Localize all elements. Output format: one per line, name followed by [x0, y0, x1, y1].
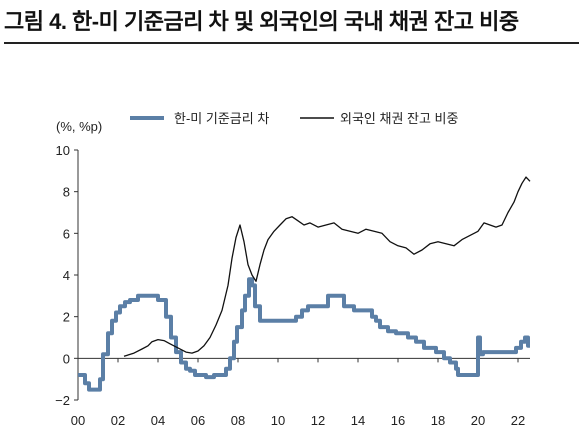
title-underline	[4, 42, 579, 44]
series-line-1	[78, 277, 530, 392]
y-tick-label: −2	[55, 393, 70, 408]
x-tick-label: 20	[471, 413, 485, 428]
chart-title: 그림 4. 한-미 기준금리 차 및 외국인의 국내 채권 잔고 비중	[4, 9, 519, 34]
x-tick-label: 04	[151, 413, 165, 428]
legend-label-1: 한-미 기준금리 차	[174, 111, 269, 126]
x-tick-label: 08	[231, 413, 245, 428]
x-tick-label: 10	[271, 413, 285, 428]
series-line-2	[123, 176, 531, 357]
y-tick-label: 10	[56, 143, 70, 158]
x-tick-label: 22	[511, 413, 525, 428]
y-tick-label: 8	[63, 185, 70, 200]
series-layer	[78, 176, 531, 392]
x-tick-label: 16	[391, 413, 405, 428]
y-tick-label: 6	[63, 226, 70, 241]
y-tick-label: 4	[63, 268, 70, 283]
y-tick-label: 2	[63, 310, 70, 325]
legend: 한-미 기준금리 차 외국인 채권 잔고 비중	[130, 111, 459, 126]
x-tick-label: 06	[191, 413, 205, 428]
x-tick-label: 12	[311, 413, 325, 428]
x-tick-label: 18	[431, 413, 445, 428]
x-tick-label: 14	[351, 413, 365, 428]
x-tick-label: 02	[111, 413, 125, 428]
legend-label-2: 외국인 채권 잔고 비중	[340, 111, 459, 126]
x-tick-label: 00	[71, 413, 85, 428]
y-axis-unit-label: (%, %p)	[56, 119, 102, 134]
y-tick-label: 0	[63, 351, 70, 366]
